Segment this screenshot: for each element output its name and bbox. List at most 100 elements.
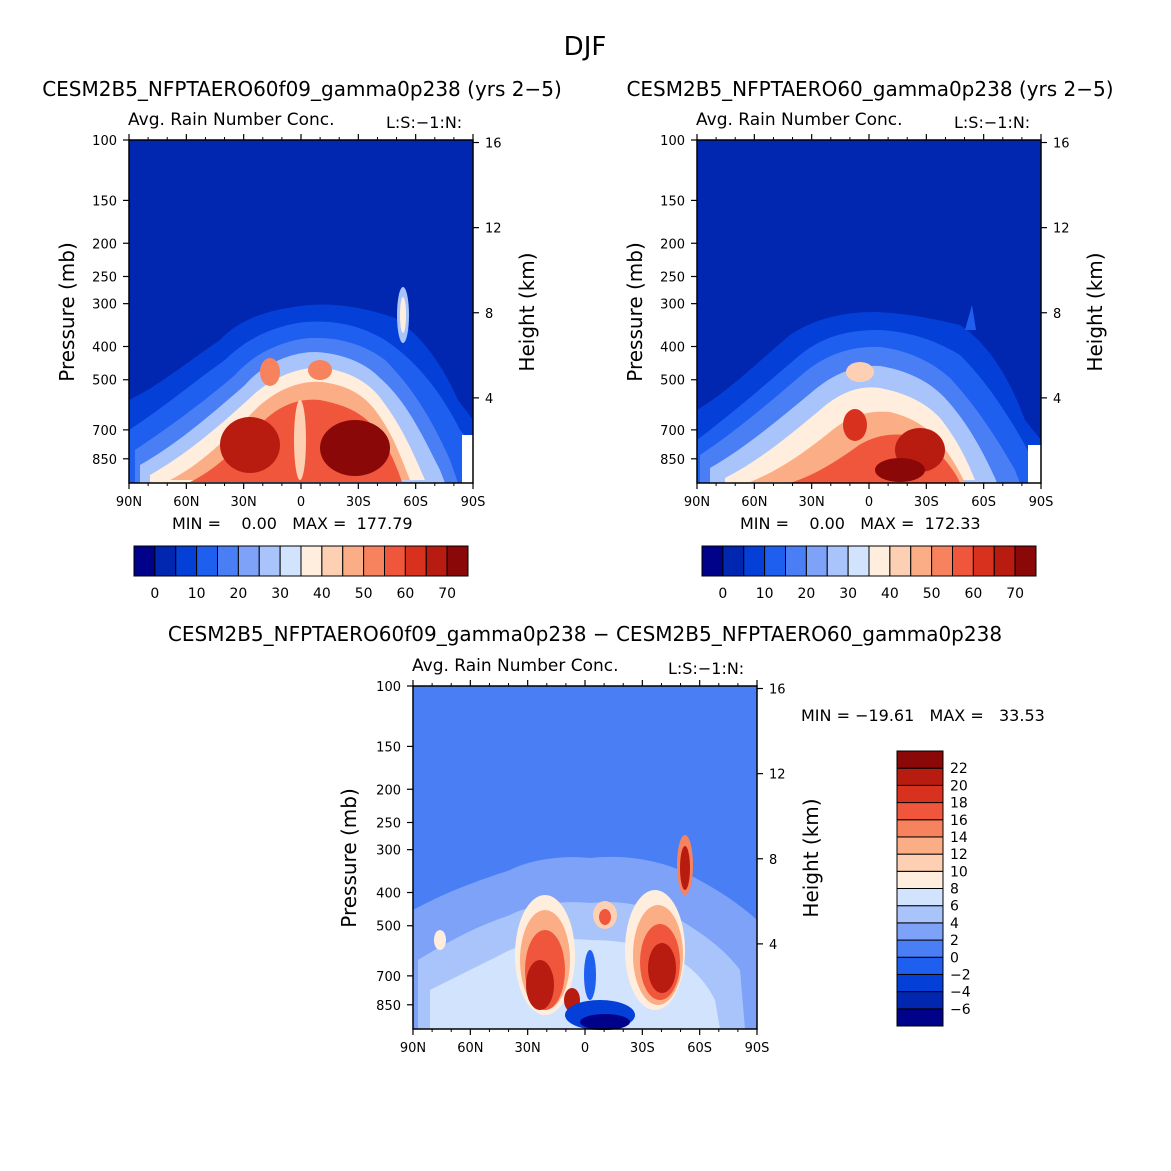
y-tick-label: 500 xyxy=(660,374,685,389)
colorbar-swatch xyxy=(1014,545,1037,577)
y-tick-label: 150 xyxy=(92,194,117,209)
colorbar-swatch xyxy=(175,545,198,577)
colorbar-swatch xyxy=(896,750,944,769)
y-right-tick-label: 8 xyxy=(769,853,777,868)
y-tick-label: 250 xyxy=(92,270,117,285)
colorbar-label: 16 xyxy=(950,813,968,829)
colorbar-label: 50 xyxy=(355,586,373,602)
x-tick-label: 90S xyxy=(745,1041,770,1056)
colorbar-swatch xyxy=(889,545,912,577)
colorbar-swatch xyxy=(896,888,944,907)
x-tick-label: 0 xyxy=(581,1041,589,1056)
x-tick-label: 60N xyxy=(173,495,199,510)
panel-diff-min-max: MIN = −19.61 MAX = 33.53 xyxy=(801,706,1045,725)
colorbar-label: −6 xyxy=(950,1002,971,1018)
y-tick-label: 850 xyxy=(92,453,117,468)
y-tick-label: 500 xyxy=(92,374,117,389)
colorbar-swatch xyxy=(847,545,870,577)
panel-diff-plot-field xyxy=(413,686,757,1030)
panel-a-subtitle-right: L:S:−1:N: xyxy=(386,113,462,132)
y-right-tick-label: 12 xyxy=(769,768,786,783)
colorbar-label: 10 xyxy=(188,586,206,602)
colorbar-swatch xyxy=(722,545,745,577)
colorbar-swatch xyxy=(133,545,156,577)
panel-b-colorbar: 0 10 20 30 40 50 60 70 xyxy=(701,545,1037,602)
y-tick-label: 700 xyxy=(92,424,117,439)
panel-a-ylabel: Pressure (mb) xyxy=(55,242,79,382)
x-tick-label: 30S xyxy=(914,495,939,510)
x-tick-label: 60N xyxy=(457,1041,483,1056)
colorbar-swatch xyxy=(910,545,933,577)
colorbar-label: 4 xyxy=(950,916,959,932)
colorbar-swatch xyxy=(425,545,448,577)
x-tick-label: 30N xyxy=(799,495,825,510)
colorbar-swatch xyxy=(237,545,260,577)
colorbar-swatch xyxy=(896,991,944,1010)
colorbar-label: 0 xyxy=(718,586,727,602)
colorbar-label: 20 xyxy=(797,586,815,602)
colorbar-label: 22 xyxy=(950,761,968,777)
panel-diff-subtitle-right: L:S:−1:N: xyxy=(668,659,744,678)
y-right-tick-label: 16 xyxy=(485,137,502,152)
panel-b-title: CESM2B5_NFPTAERO60_gamma0p238 (yrs 2−5) xyxy=(626,77,1113,101)
colorbar-label: 20 xyxy=(950,778,968,794)
colorbar-label: 0 xyxy=(950,950,959,966)
y-tick-label: 700 xyxy=(376,970,401,985)
x-tick-label: 90S xyxy=(1029,495,1054,510)
colorbar-label: 6 xyxy=(950,899,959,915)
y-tick-label: 200 xyxy=(660,237,685,252)
colorbar-label: −4 xyxy=(950,985,971,1001)
colorbar-label: 70 xyxy=(438,586,456,602)
y-right-tick-label: 12 xyxy=(485,222,502,237)
x-tick-label: 60S xyxy=(687,1041,712,1056)
x-tick-label: 60S xyxy=(971,495,996,510)
panel-a-axes: 90N 60N 30N 0 30S 60S 90S 100 150 200 250 300 400 500… xyxy=(92,134,502,510)
colorbar-label: 14 xyxy=(950,830,968,846)
colorbar-swatch xyxy=(404,545,427,577)
colorbar-label: 10 xyxy=(950,864,968,880)
y-tick-label: 850 xyxy=(376,999,401,1014)
panel-b-plot-field xyxy=(697,140,1041,483)
colorbar-label: 40 xyxy=(881,586,899,602)
colorbar-swatch xyxy=(896,905,944,924)
colorbar-label: 50 xyxy=(923,586,941,602)
y-tick-label: 100 xyxy=(92,134,117,149)
x-tick-label: 90N xyxy=(116,495,142,510)
y-tick-label: 150 xyxy=(376,740,401,755)
x-tick-label: 30S xyxy=(630,1041,655,1056)
y-tick-label: 400 xyxy=(660,341,685,356)
colorbar-swatch xyxy=(896,922,944,941)
panel-b-subtitle-left: Avg. Rain Number Conc. xyxy=(696,110,903,130)
panel-b-ylabel: Pressure (mb) xyxy=(623,242,647,382)
colorbar-swatch xyxy=(896,802,944,821)
panel-diff-ylabel: Pressure (mb) xyxy=(337,788,361,928)
colorbar-swatch xyxy=(701,545,724,577)
panel-diff-subtitle-left: Avg. Rain Number Conc. xyxy=(412,656,619,676)
colorbar-swatch xyxy=(896,1008,944,1027)
panel-diff-axes: 90N 60N 30N 0 30S 60S 90S 100 150 200 250 300 400 500… xyxy=(376,680,786,1056)
y-right-tick-label: 4 xyxy=(1053,392,1061,407)
colorbar-label: 70 xyxy=(1006,586,1024,602)
x-tick-label: 30N xyxy=(515,1041,541,1056)
y-right-tick-label: 8 xyxy=(1053,307,1061,322)
panel-a-colorbar: 0 10 20 30 40 50 60 70 xyxy=(133,545,469,602)
panel-a-title: CESM2B5_NFPTAERO60f09_gamma0p238 (yrs 2−… xyxy=(42,77,562,101)
colorbar-label: 2 xyxy=(950,933,959,949)
y-tick-label: 100 xyxy=(376,680,401,695)
y-right-tick-label: 4 xyxy=(769,938,777,953)
panel-diff-title: CESM2B5_NFPTAERO60f09_gamma0p238 − CESM2… xyxy=(168,622,1002,646)
panel-b: CESM2B5_NFPTAERO60_gamma0p238 (yrs 2−5) … xyxy=(623,77,1114,602)
y-tick-label: 700 xyxy=(660,424,685,439)
y-right-tick-label: 16 xyxy=(769,683,786,698)
y-tick-label: 250 xyxy=(376,816,401,831)
colorbar-swatch xyxy=(972,545,995,577)
colorbar-swatch xyxy=(321,545,344,577)
x-tick-label: 90N xyxy=(684,495,710,510)
colorbar-label: 30 xyxy=(271,586,289,602)
colorbar-label: 0 xyxy=(150,586,159,602)
colorbar-label: 60 xyxy=(396,586,414,602)
colorbar-swatch xyxy=(896,939,944,958)
x-tick-label: 0 xyxy=(865,495,873,510)
